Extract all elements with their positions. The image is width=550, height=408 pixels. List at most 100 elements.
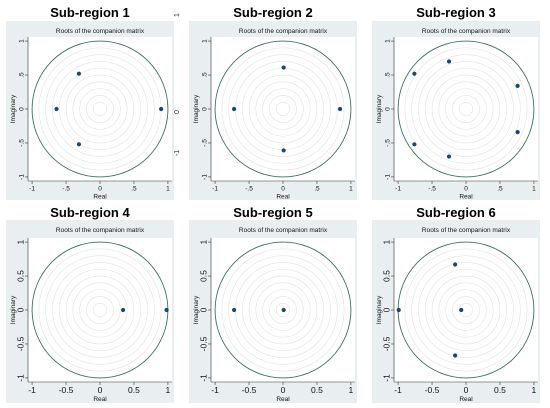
- y-tick-label: 0: [19, 107, 26, 111]
- unit-circle: [31, 40, 169, 178]
- y-tick-label: 1: [202, 39, 209, 43]
- grid-ring: [38, 248, 162, 372]
- panel-heading: Sub-region 2: [233, 5, 312, 20]
- root-point: [159, 106, 164, 112]
- panel-sub-region-3: Sub-region 3 Roots of the companion matri…: [372, 5, 540, 201]
- plot-region: [394, 37, 538, 181]
- grid-ring: [424, 268, 508, 352]
- x-tick-label: -1: [394, 385, 402, 395]
- panel-sub-region-1: Sub-region 1 Roots of the companion matri…: [6, 5, 174, 201]
- grid-ring: [452, 95, 480, 123]
- x-axis-title: Real: [276, 396, 290, 403]
- x-tick-label: 0: [281, 186, 285, 193]
- panel-sub-region-4: Sub-region 4 Roots of the companion matri…: [6, 205, 174, 403]
- y-tick-label: -1: [382, 374, 392, 382]
- root-point: [231, 307, 237, 313]
- x-tick-label: 0.5: [128, 385, 140, 395]
- x-tick-label: -1: [211, 385, 219, 395]
- grid-ring: [269, 296, 297, 324]
- chart-title: Roots of the companion matrix: [422, 28, 511, 35]
- grid-ring: [248, 74, 318, 144]
- x-tick-label: 0: [98, 385, 103, 395]
- grid-ring: [72, 282, 128, 338]
- grid-ring: [221, 248, 345, 372]
- y-axis-title: Imaginary: [376, 94, 383, 123]
- x-tick-label: -1: [212, 186, 218, 193]
- grid-ring: [65, 275, 135, 345]
- grid-ring: [404, 47, 528, 171]
- root-point: [337, 106, 343, 112]
- x-axis-title: Real: [93, 396, 107, 403]
- x-tick-label: -.5: [62, 186, 70, 193]
- stray-axis-label: 1: [174, 13, 181, 17]
- root-point: [54, 106, 59, 112]
- grid-ring: [92, 101, 108, 117]
- y-tick-label: -1: [199, 374, 209, 382]
- unit-circle: [397, 40, 535, 178]
- x-tick-label: 0.5: [311, 385, 323, 395]
- y-tick-label: 0: [199, 307, 209, 312]
- root-point: [412, 71, 417, 76]
- y-tick-label: 0.5: [199, 270, 209, 282]
- root-point: [515, 83, 520, 89]
- x-tick-label: -0.5: [59, 385, 74, 395]
- grid-ring: [58, 67, 142, 151]
- grid-ring: [262, 88, 304, 130]
- grid-ring: [79, 289, 121, 331]
- y-tick-label: 0: [202, 107, 209, 111]
- grid-ring: [269, 95, 297, 123]
- root-point: [412, 142, 417, 147]
- x-tick-label: 0: [98, 186, 102, 193]
- grid-ring: [255, 282, 311, 338]
- x-tick-label: -1: [395, 186, 401, 193]
- root-point: [453, 262, 458, 267]
- grid-ring: [411, 54, 521, 164]
- grid-ring: [92, 302, 108, 318]
- x-tick-label: -0.5: [425, 385, 440, 395]
- root-point: [281, 307, 286, 313]
- y-tick-label: 0: [16, 307, 26, 312]
- unit-circle: [214, 40, 352, 178]
- y-axis-title: Imaginary: [193, 295, 200, 324]
- panel-heading: Sub-region 6: [416, 205, 495, 220]
- stray-axis-label: 0: [174, 110, 181, 114]
- grid-ring: [221, 47, 345, 171]
- x-tick-label: -0.5: [242, 385, 257, 395]
- y-tick-label: -0.5: [382, 336, 392, 351]
- x-tick-label: -.5: [428, 186, 436, 193]
- grid-ring: [86, 95, 114, 123]
- panel-sub-region-2: Sub-region 2 Roots of the companion matri…: [189, 5, 357, 201]
- grid-ring: [418, 61, 514, 157]
- x-tick-label: 0: [281, 385, 286, 395]
- y-axis-title: Imaginary: [193, 94, 200, 123]
- x-axis-title: Real: [459, 396, 473, 403]
- root-point: [281, 148, 286, 153]
- y-tick-label: -.5: [202, 139, 209, 147]
- grid-ring: [52, 262, 148, 358]
- plot-region: [28, 238, 172, 382]
- chart-title: Roots of the companion matrix: [239, 227, 328, 234]
- y-tick-label: -.5: [385, 139, 392, 147]
- y-axis-title: Imaginary: [10, 94, 17, 123]
- x-tick-label: -.5: [245, 186, 253, 193]
- grid-ring: [248, 275, 318, 345]
- y-tick-label: 0.5: [16, 270, 26, 282]
- stray-axis-label: -1: [174, 150, 181, 156]
- y-tick-label: 1: [385, 39, 392, 43]
- x-tick-label: .5: [314, 186, 320, 193]
- y-tick-label: -0.5: [16, 336, 26, 351]
- grid-ring: [275, 302, 291, 318]
- root-point: [459, 307, 464, 313]
- grid-ring: [418, 262, 514, 358]
- grid-ring: [262, 289, 304, 331]
- y-tick-label: 0: [382, 307, 392, 312]
- grid-ring: [72, 81, 128, 137]
- x-axis-title: Real: [276, 194, 290, 201]
- y-tick-label: -1: [19, 174, 26, 180]
- y-tick-label: -1: [16, 374, 26, 382]
- y-tick-label: 1: [382, 239, 392, 244]
- y-tick-label: .5: [19, 72, 26, 78]
- x-tick-label: 1: [166, 385, 171, 395]
